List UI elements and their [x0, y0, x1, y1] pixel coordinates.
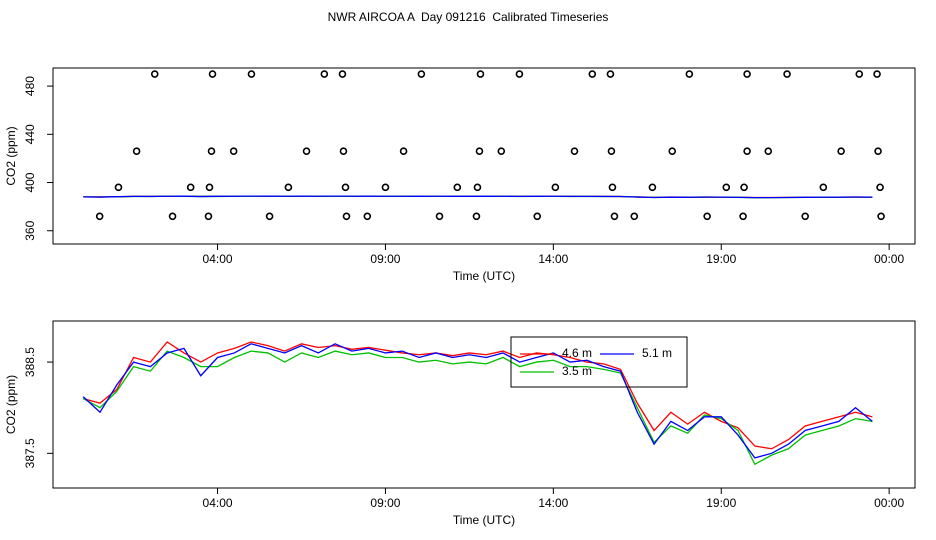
plot-frame [52, 67, 916, 245]
point [339, 147, 348, 155]
x-tick-label: 14:00 [538, 252, 568, 266]
plot-frame [52, 320, 916, 489]
point [588, 70, 597, 78]
point [801, 212, 809, 221]
point [606, 70, 615, 78]
point [473, 183, 482, 192]
point [284, 183, 293, 192]
point [739, 212, 747, 221]
point [876, 183, 884, 192]
point [610, 212, 619, 221]
point [302, 147, 311, 155]
point [265, 212, 274, 221]
x-tick-label: 14:00 [538, 496, 568, 510]
y-tick-label: 400 [23, 172, 37, 192]
point [320, 70, 329, 78]
series-line [83, 195, 873, 199]
point [247, 70, 256, 78]
x-tick-label: 00:00 [874, 252, 904, 266]
point [703, 212, 711, 221]
point [874, 147, 882, 155]
point [648, 183, 657, 192]
point [168, 212, 177, 221]
point [475, 147, 484, 155]
point [570, 147, 579, 155]
x-axis-label: Time (UTC) [453, 269, 515, 283]
point [229, 147, 238, 155]
legend-label: 3.5 m [562, 364, 592, 378]
point [533, 212, 542, 221]
point [341, 183, 350, 192]
point [95, 212, 104, 221]
x-tick-label: 09:00 [370, 496, 400, 510]
x-tick-label: 04:00 [203, 496, 233, 510]
legend-label: 5.1 m [642, 346, 672, 360]
point [150, 70, 159, 78]
point [338, 70, 347, 78]
point [381, 183, 390, 192]
point [608, 183, 617, 192]
x-tick-label: 04:00 [203, 252, 233, 266]
point [399, 147, 408, 155]
x-tick-label: 09:00 [370, 252, 400, 266]
point [607, 147, 616, 155]
point [342, 212, 351, 221]
x-tick-label: 19:00 [706, 496, 736, 510]
legend-label: 4.6 m [562, 346, 592, 360]
point [819, 183, 828, 192]
point [204, 212, 213, 221]
point [668, 147, 677, 155]
point [743, 70, 751, 78]
point [207, 147, 216, 155]
series-line [83, 341, 873, 450]
point [453, 183, 462, 192]
point [877, 212, 885, 221]
point [685, 70, 694, 78]
x-tick-label: 19:00 [706, 252, 736, 266]
y-tick-label: 440 [23, 124, 37, 144]
point [873, 70, 881, 78]
page-title: NWR AIRCOA A Day 091216 Calibrated Times… [328, 10, 609, 24]
point [208, 70, 217, 78]
series-line [82, 350, 873, 466]
point [205, 183, 214, 192]
point [515, 70, 524, 78]
legend-box [510, 336, 688, 388]
y-tick-label: 387.5 [23, 438, 37, 468]
point [743, 147, 751, 155]
point [497, 147, 506, 155]
y-axis-label: CO2 (ppm) [4, 375, 18, 434]
y-tick-label: 388.5 [23, 347, 37, 377]
point [740, 183, 748, 192]
point [435, 212, 444, 221]
series-line [82, 343, 873, 459]
x-axis-label: Time (UTC) [453, 513, 515, 527]
point [363, 212, 372, 221]
x-tick-label: 00:00 [874, 496, 904, 510]
point [837, 147, 845, 155]
point [722, 183, 731, 192]
y-tick-label: 480 [23, 76, 37, 96]
point [855, 70, 864, 78]
point [630, 212, 639, 221]
y-tick-label: 360 [23, 220, 37, 240]
point [472, 212, 481, 221]
point [417, 70, 426, 78]
y-axis-label: CO2 (ppm) [4, 126, 18, 185]
point [764, 147, 773, 155]
point [551, 183, 560, 192]
point [132, 147, 141, 155]
point [114, 183, 123, 192]
point [186, 183, 195, 192]
point [476, 70, 485, 78]
point [783, 70, 791, 78]
